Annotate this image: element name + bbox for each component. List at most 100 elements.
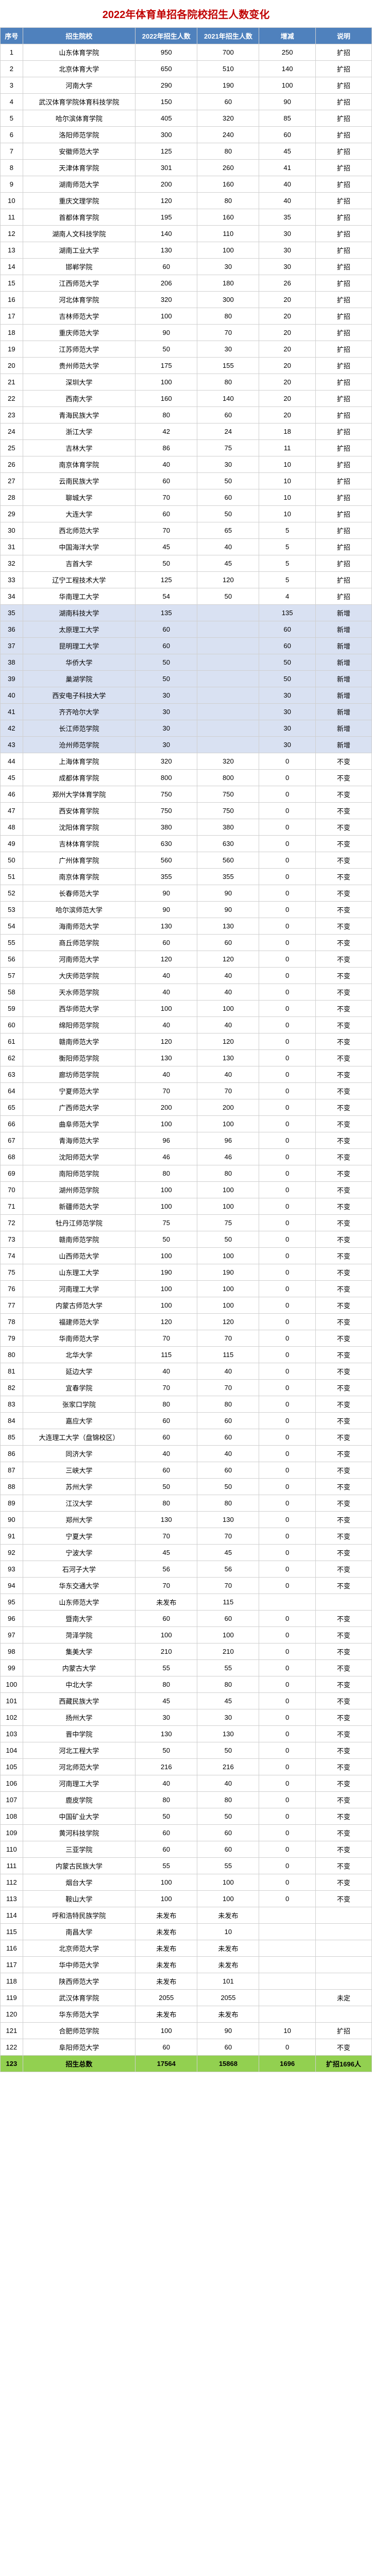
cell-note: 不变 <box>315 1825 371 1841</box>
cell-name: 华南师范大学 <box>23 1330 135 1347</box>
cell-note: 不变 <box>315 1116 371 1132</box>
cell-name: 吉林师范大学 <box>23 308 135 325</box>
cell-y2021: 180 <box>197 275 259 292</box>
cell-y2022: 70 <box>136 1380 197 1396</box>
cell-y2021: 101 <box>197 1973 259 1990</box>
cell-y2022: 46 <box>136 1149 197 1165</box>
cell-name: 华中师范大学 <box>23 1957 135 1973</box>
table-row: 76河南理工大学1001000不变 <box>1 1281 372 1297</box>
cell-note: 不变 <box>315 2039 371 2056</box>
cell-y2022: 130 <box>136 242 197 259</box>
cell-diff: 0 <box>259 1001 315 1017</box>
cell-y2021: 80 <box>197 308 259 325</box>
cell-y2021: 40 <box>197 984 259 1001</box>
header-diff: 增减 <box>259 28 315 44</box>
cell-seq: 10 <box>1 193 23 209</box>
cell-diff: 30 <box>259 687 315 704</box>
cell-y2021: 750 <box>197 786 259 803</box>
table-row: 110三亚学院60600不变 <box>1 1841 372 1858</box>
cell-name: 宜春学院 <box>23 1380 135 1396</box>
cell-note <box>315 1957 371 1973</box>
total-diff: 1696 <box>259 2056 315 2072</box>
cell-seq: 22 <box>1 391 23 407</box>
cell-y2021: 130 <box>197 1726 259 1742</box>
cell-diff: 135 <box>259 605 315 621</box>
cell-seq: 109 <box>1 1825 23 1841</box>
cell-seq: 80 <box>1 1347 23 1363</box>
cell-name: 陕西师范大学 <box>23 1973 135 1990</box>
cell-y2021: 30 <box>197 1709 259 1726</box>
cell-y2022: 175 <box>136 358 197 374</box>
cell-diff: 0 <box>259 1891 315 1907</box>
cell-y2022: 405 <box>136 110 197 127</box>
table-row: 20贵州师范大学17515520扩招 <box>1 358 372 374</box>
table-row: 51南京体育学院3553550不变 <box>1 869 372 885</box>
table-row: 100中北大学80800不变 <box>1 1676 372 1693</box>
cell-y2021: 100 <box>197 242 259 259</box>
cell-diff <box>259 2006 315 2023</box>
cell-seq: 49 <box>1 836 23 852</box>
cell-y2021: 80 <box>197 1165 259 1182</box>
cell-note: 不变 <box>315 1578 371 1594</box>
cell-name: 三峡大学 <box>23 1462 135 1479</box>
cell-diff: 30 <box>259 737 315 753</box>
cell-note: 扩招 <box>315 308 371 325</box>
cell-diff: 20 <box>259 292 315 308</box>
cell-note: 新增 <box>315 671 371 687</box>
cell-name: 华东师范大学 <box>23 2006 135 2023</box>
cell-seq: 122 <box>1 2039 23 2056</box>
cell-note <box>315 2006 371 2023</box>
cell-name: 廊坊师范学院 <box>23 1066 135 1083</box>
cell-y2021: 90 <box>197 885 259 902</box>
cell-name: 嘉应大学 <box>23 1413 135 1429</box>
cell-diff: 11 <box>259 440 315 456</box>
cell-seq: 41 <box>1 704 23 720</box>
table-row: 7安徽师范大学1258045扩招 <box>1 143 372 160</box>
table-row: 105河北师范大学2162160不变 <box>1 1759 372 1775</box>
cell-name: 延边大学 <box>23 1363 135 1380</box>
cell-y2022: 54 <box>136 588 197 605</box>
cell-diff <box>259 1594 315 1611</box>
table-row: 30西北师范大学70655扩招 <box>1 522 372 539</box>
cell-diff: 0 <box>259 1825 315 1841</box>
cell-seq: 101 <box>1 1693 23 1709</box>
cell-name: 宁夏大学 <box>23 1528 135 1545</box>
cell-name: 西藏民族大学 <box>23 1693 135 1709</box>
cell-diff: 30 <box>259 720 315 737</box>
cell-seq: 71 <box>1 1198 23 1215</box>
cell-diff: 0 <box>259 1693 315 1709</box>
cell-seq: 78 <box>1 1314 23 1330</box>
table-row: 84嘉应大学60600不变 <box>1 1413 372 1429</box>
cell-seq: 12 <box>1 226 23 242</box>
cell-seq: 81 <box>1 1363 23 1380</box>
cell-y2021: 50 <box>197 506 259 522</box>
cell-y2021: 40 <box>197 1775 259 1792</box>
cell-y2022: 30 <box>136 737 197 753</box>
cell-y2021 <box>197 638 259 654</box>
cell-note: 不变 <box>315 1066 371 1083</box>
cell-name: 暨南大学 <box>23 1611 135 1627</box>
cell-name: 哈尔滨体育学院 <box>23 110 135 127</box>
cell-diff: 0 <box>259 753 315 770</box>
table-row: 1山东体育学院950700250扩招 <box>1 44 372 61</box>
cell-seq: 17 <box>1 308 23 325</box>
table-row: 46郑州大学体育学院7507500不变 <box>1 786 372 803</box>
cell-note <box>315 1907 371 1924</box>
cell-note: 不变 <box>315 968 371 984</box>
cell-seq: 63 <box>1 1066 23 1083</box>
cell-y2022: 96 <box>136 1132 197 1149</box>
table-row: 10重庆文理学院1208040扩招 <box>1 193 372 209</box>
cell-y2022: 320 <box>136 753 197 770</box>
cell-y2022: 100 <box>136 1297 197 1314</box>
cell-seq: 1 <box>1 44 23 61</box>
cell-seq: 42 <box>1 720 23 737</box>
cell-diff: 0 <box>259 836 315 852</box>
cell-seq: 13 <box>1 242 23 259</box>
cell-diff: 0 <box>259 1215 315 1231</box>
cell-name: 烟台大学 <box>23 1874 135 1891</box>
cell-y2021: 46 <box>197 1149 259 1165</box>
cell-diff: 0 <box>259 1676 315 1693</box>
cell-y2021: 60 <box>197 1413 259 1429</box>
cell-y2022: 80 <box>136 1396 197 1413</box>
cell-seq: 45 <box>1 770 23 786</box>
